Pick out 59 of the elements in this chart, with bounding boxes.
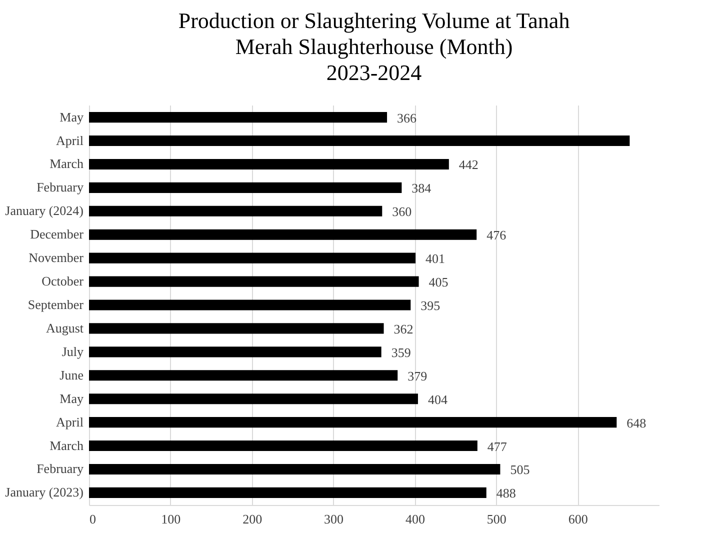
bar (89, 346, 382, 358)
y-tick-label: January (2023) (5, 484, 84, 500)
bar (89, 394, 418, 404)
data-label: 505 (510, 462, 530, 478)
data-label: 359 (391, 344, 411, 360)
data-label: 476 (486, 228, 507, 243)
bar (89, 370, 398, 381)
data-label: 404 (428, 392, 448, 407)
x-tick-label: 500 (486, 512, 506, 526)
data-label: 384 (412, 180, 432, 196)
x-tick-label: 300 (324, 512, 344, 526)
bar (89, 112, 388, 123)
x-tick-label: 0 (90, 512, 96, 526)
data-label: 379 (408, 368, 428, 384)
bar (89, 300, 411, 310)
y-tick-label: November (28, 250, 84, 266)
y-tick-label: May (60, 109, 84, 124)
bar (89, 158, 449, 170)
bar (89, 136, 630, 146)
data-label: 362 (394, 321, 414, 336)
y-tick-label: April (56, 132, 84, 148)
data-label: 488 (496, 486, 516, 501)
chart-title: Production or Slaughtering Volume at Tanah Merah Slaughterhouse (Month) (178, 8, 570, 59)
y-tick-label: January (2024) (5, 203, 84, 218)
x-tick-label: 100 (161, 512, 181, 526)
data-label: 405 (428, 274, 448, 290)
data-label: 648 (626, 415, 646, 430)
bar (89, 487, 486, 498)
data-label: 477 (487, 438, 508, 454)
x-tick-label: 600 (568, 512, 588, 526)
data-label: 360 (392, 204, 412, 220)
bar (89, 206, 382, 216)
bar (89, 417, 617, 428)
y-tick-label: February (36, 180, 84, 195)
y-tick-label: February (36, 461, 84, 476)
data-label: 401 (426, 251, 446, 266)
data-label: 395 (420, 298, 440, 313)
bar (89, 182, 402, 193)
bar (89, 440, 478, 452)
x-tick-label: 200 (242, 512, 262, 526)
y-tick-label: August (46, 320, 84, 336)
bar (89, 276, 419, 287)
y-tick-label: March (50, 156, 84, 172)
y-tick-label: July (62, 344, 84, 359)
bar (89, 252, 416, 264)
y-tick-label: October (42, 274, 84, 289)
bar (89, 323, 384, 334)
chart-subtitle: 2023-2024 (326, 60, 422, 85)
data-label: 366 (397, 110, 418, 126)
y-tick-label: March (50, 438, 84, 453)
y-tick-label: June (60, 367, 84, 382)
data-label: 442 (458, 157, 478, 172)
y-tick-label: September (28, 297, 84, 312)
y-tick-label: December (30, 226, 84, 242)
x-tick-label: 400 (405, 512, 425, 526)
y-tick-label: April (56, 414, 84, 430)
y-tick-label: May (60, 390, 84, 406)
bar (89, 229, 477, 240)
bar (89, 464, 500, 474)
